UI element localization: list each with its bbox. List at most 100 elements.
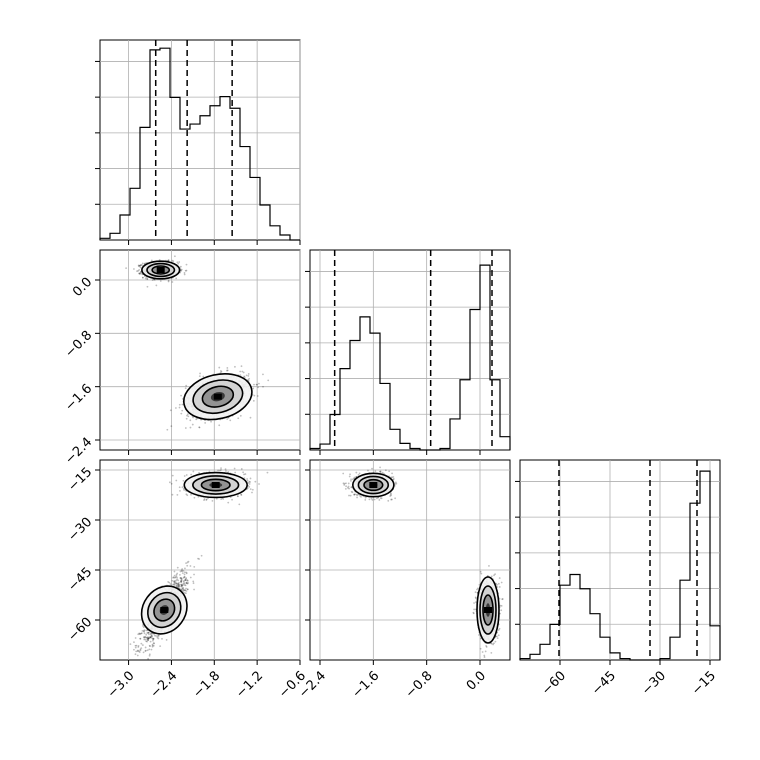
sample-point [129,643,132,646]
sample-point [167,580,170,583]
sample-point [243,375,245,378]
sample-point [198,426,201,429]
sample-point [167,259,170,262]
sample-point [150,635,153,637]
sample-point [146,638,149,640]
sample-point [151,643,154,646]
sample-point [190,493,192,496]
sample-point [143,632,146,635]
sample-point [147,639,149,642]
sample-point [205,498,208,501]
sample-point [186,579,189,582]
sample-point [153,642,156,645]
sample-point [204,422,207,424]
sample-point [191,423,194,426]
sample-point [392,478,395,480]
sample-point [182,589,185,592]
sample-point [184,567,186,570]
histogram-step-z [519,470,721,661]
sample-point [359,494,361,497]
sample-point [142,626,145,629]
sample-point [146,640,148,643]
sample-point [168,581,171,584]
sample-point [378,470,381,473]
sample-point [183,575,186,578]
sample-point [185,590,188,592]
sample-point [173,574,176,577]
sample-point [177,585,180,588]
scatter-points [125,255,270,431]
sample-point [347,482,350,485]
sample-point [248,483,251,485]
sample-point [357,473,360,476]
sample-point [370,497,373,500]
sample-point [251,488,254,491]
sample-point [218,469,221,472]
sample-point [202,375,205,378]
sample-point [180,394,182,397]
sample-point [193,565,196,568]
histogram-panel-x [99,39,301,241]
sample-point [217,469,220,472]
sample-point [181,409,184,412]
sample-point [132,659,133,660]
sample-point [173,570,176,573]
sample-point [237,495,239,498]
sample-point [179,576,182,579]
sample-point [218,424,221,427]
sample-point [344,488,347,490]
sample-point [146,277,149,280]
sample-point [184,269,187,272]
sample-point [175,585,178,587]
sample-point [148,653,151,656]
sample-point [234,471,237,474]
sample-point [171,281,174,283]
sample-point [180,585,183,588]
sample-point [249,477,252,480]
sample-point [173,576,176,579]
sample-point [185,587,187,590]
sample-point [180,580,183,582]
sample-point [239,370,242,373]
sample-point [144,636,147,638]
sample-point [177,583,179,586]
sample-point [140,272,143,275]
sample-point [175,582,177,585]
sample-point [353,476,356,479]
sample-point [182,587,185,589]
sample-point [184,589,186,592]
sample-point [198,471,200,474]
sample-point [391,476,393,479]
sample-point [181,403,184,406]
sample-point [134,644,137,647]
sample-point [153,634,156,637]
sample-point [248,480,251,483]
sample-point [152,644,155,647]
sample-point [149,645,151,648]
sample-point [175,582,178,585]
sample-point [140,632,142,635]
sample-point [138,633,141,635]
sample-point [179,489,181,492]
sample-point [192,580,195,583]
sample-point [380,497,383,500]
sample-point [136,270,138,273]
sample-point [136,650,139,653]
sample-point [190,473,193,476]
sample-point [152,639,154,642]
sample-point [350,486,353,489]
sample-point [267,379,270,382]
sample-point [356,496,358,499]
sample-point [210,420,212,423]
sample-point [140,647,143,650]
sample-point [152,642,155,645]
sample-point [348,494,350,497]
sample-point [182,487,185,490]
sample-point [171,474,174,477]
sample-point [178,261,181,263]
sample-point [145,640,148,643]
sample-point [137,633,140,636]
sample-point [253,383,255,386]
sample-point [173,255,176,258]
sample-point [147,657,150,660]
